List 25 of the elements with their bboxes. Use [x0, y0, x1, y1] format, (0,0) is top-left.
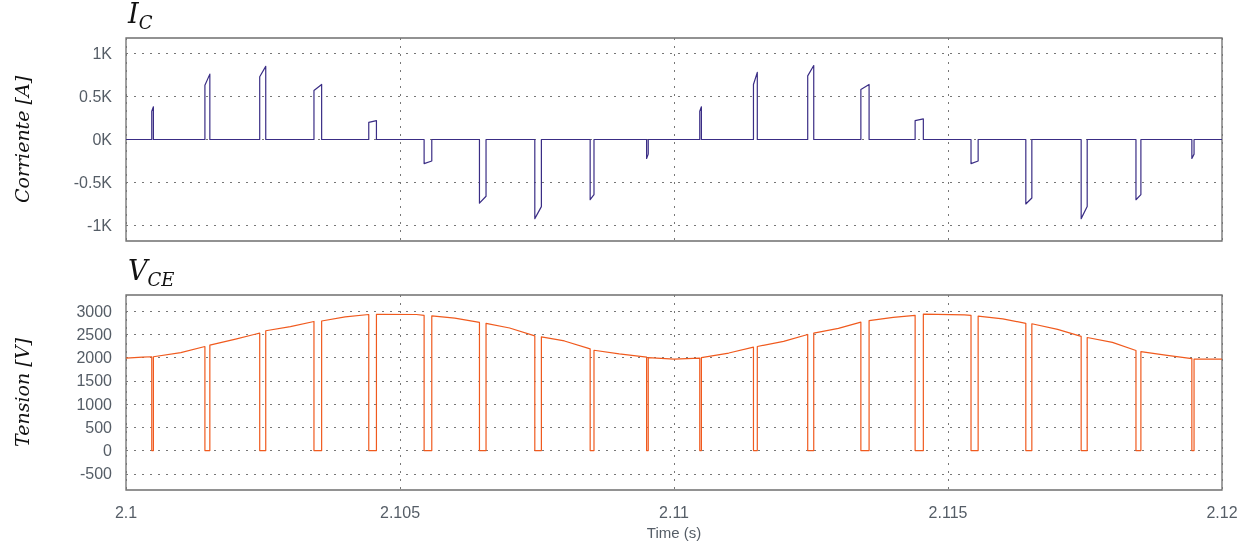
y-tick-label: 1000: [76, 395, 113, 413]
x-tick-label: 2.12: [1206, 503, 1238, 521]
y-tick-label: 0.5K: [79, 87, 113, 105]
x-tick-label: 2.11: [659, 503, 690, 521]
y-tick-label: 500: [85, 418, 113, 436]
chart-title: V$_{CE}$: [128, 255, 175, 291]
y-tick-label: -0.5K: [73, 174, 113, 192]
y-tick-label: 1500: [76, 372, 113, 390]
y-tick-label: -1K: [87, 217, 113, 235]
x-tick-label: 2.1: [114, 503, 138, 521]
chart-title: I$_{C}$: [128, 0, 153, 34]
y-tick-label: 3000: [76, 302, 113, 320]
x-tick-label: 2.115: [928, 503, 968, 521]
y-axis-title: Corriente [A]: [10, 75, 33, 204]
y-tick-label: 2500: [76, 325, 113, 343]
y-tick-label: 0: [103, 442, 113, 460]
y-tick-label: 1K: [92, 44, 113, 62]
x-tick-label: 2.105: [379, 503, 421, 521]
y-tick-label: 0K: [92, 131, 113, 148]
x-axis-title: Time (s): [646, 523, 702, 541]
line-series: [125, 64, 1223, 220]
y-tick-label: 2000: [76, 349, 113, 367]
line-series: [125, 313, 1223, 452]
y-axis-title: Tension [V]: [10, 337, 33, 447]
y-tick-label: -500: [79, 465, 113, 483]
